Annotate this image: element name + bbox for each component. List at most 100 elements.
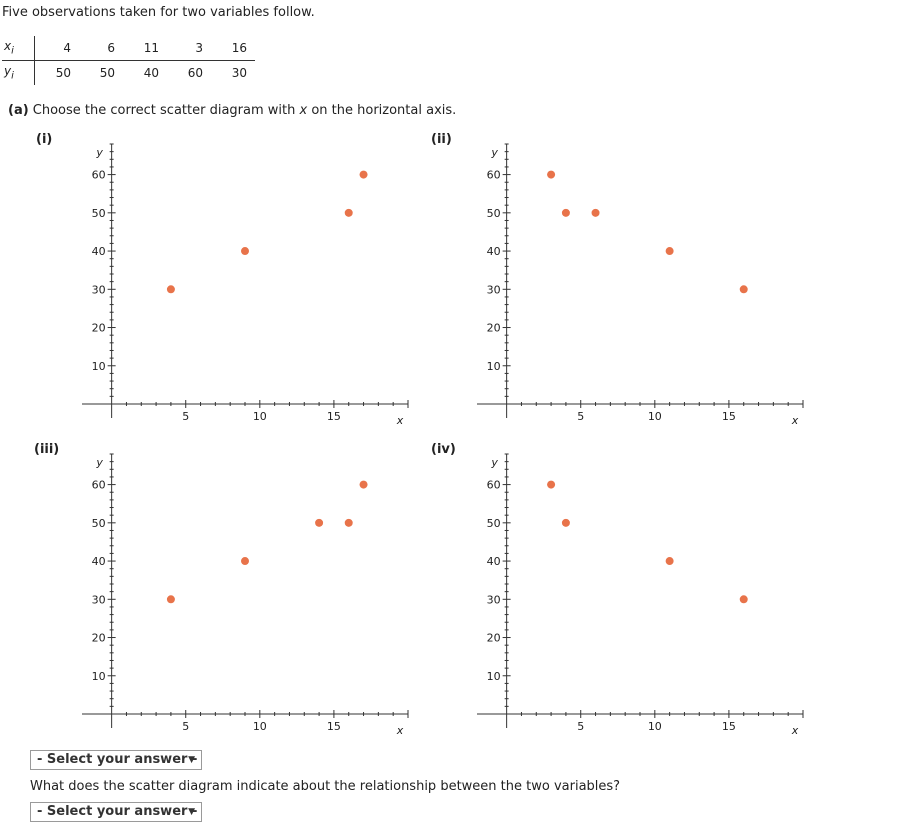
data-point: [315, 518, 324, 527]
plot-label-iii[interactable]: (iii): [34, 442, 60, 457]
y-tick-label: 30: [92, 283, 106, 296]
y-tick-label: 10: [92, 360, 106, 373]
x-tick-label: 10: [648, 410, 662, 423]
x-tick-label: 5: [182, 410, 189, 423]
data-point: [561, 208, 570, 217]
plot-label-i[interactable]: (i): [36, 132, 53, 147]
plot-label-iv[interactable]: (iv): [431, 442, 456, 457]
x-tick-label: 10: [253, 720, 267, 733]
data-point: [665, 247, 674, 256]
y-tick-label: 50: [92, 207, 106, 220]
y-tick-label: 50: [487, 517, 501, 530]
y-sub: i: [11, 70, 14, 82]
table-cell: 16: [211, 36, 255, 61]
intro-text: Five observations taken for two variable…: [2, 5, 315, 20]
data-point: [344, 208, 353, 217]
scatter-plot-i: 5 10 15 10 20 30 40 50 60 x y: [82, 143, 409, 426]
table-row: yi 50 50 40 60 30: [2, 60, 255, 85]
table-cell: 6: [79, 36, 123, 61]
dropdown-arrow-icon: ▼: [188, 755, 195, 765]
x-sub: i: [11, 45, 14, 57]
select-label: - Select your answer -: [37, 804, 198, 819]
dropdown-arrow-icon: ▼: [188, 807, 195, 817]
table-cell: 30: [231, 66, 247, 80]
y-tick-label: 20: [92, 322, 106, 335]
data-point: [665, 557, 674, 566]
x-tick-label: 15: [722, 720, 736, 733]
y-tick-label: 60: [92, 479, 106, 492]
x-tick-label: 15: [327, 720, 341, 733]
y-tick-label: 50: [92, 517, 106, 530]
data-point: [166, 285, 175, 294]
table-cell: 50: [55, 66, 71, 80]
y-tick-label: 10: [92, 670, 106, 683]
x-axis-label: x: [396, 724, 404, 736]
scatter-plot-ii: 5 10 15 10 20 30 40 50 60 x y: [477, 143, 804, 426]
y-axis-label: y: [490, 146, 498, 159]
data-point: [241, 247, 249, 256]
x-tick-label: 5: [577, 720, 584, 733]
data-point: [359, 170, 368, 179]
y-tick-label: 40: [487, 245, 501, 258]
part-a-label: (a): [8, 103, 29, 118]
scatter-plot-iv: 5 10 15 10 20 30 40 50 60 x y: [477, 453, 804, 736]
x-tick-label: 5: [182, 720, 189, 733]
y-tick-label: 60: [92, 169, 106, 182]
x-row-label: xi: [2, 36, 35, 61]
y-tick-label: 30: [487, 593, 501, 606]
y-tick-label: 20: [92, 632, 106, 645]
data-point: [241, 557, 249, 566]
data-point: [166, 595, 175, 604]
table-cell: 40: [143, 66, 159, 80]
part-a-prompt: (a) Choose the correct scatter diagram w…: [8, 103, 456, 118]
y-axis-label: y: [490, 456, 498, 469]
y-tick-label: 40: [92, 555, 106, 568]
part-a-var: x: [299, 103, 308, 118]
y-tick-label: 50: [487, 207, 501, 220]
x-axis-label: x: [396, 414, 404, 426]
y-tick-label: 20: [487, 632, 501, 645]
y-tick-label: 20: [487, 322, 501, 335]
table-cell: 50: [99, 66, 115, 80]
data-point: [591, 208, 600, 217]
x-var: x: [4, 39, 12, 54]
y-tick-label: 10: [487, 670, 501, 683]
data-point: [359, 480, 368, 489]
data-point: [561, 518, 570, 527]
y-tick-label: 30: [92, 593, 106, 606]
x-tick-label: 5: [577, 410, 584, 423]
table-cell: 3: [167, 36, 211, 61]
observations-table: xi 4 6 11 3 16 yi 50 50 40 60 30: [2, 36, 255, 85]
y-tick-label: 60: [487, 479, 501, 492]
scatter-plot-iii: 5 10 15 10 20 30 40 50 60 x y: [82, 453, 409, 736]
x-axis-label: x: [791, 414, 799, 426]
select-label: - Select your answer -: [37, 752, 198, 767]
relationship-select[interactable]: - Select your answer - ▼: [30, 802, 202, 822]
table-row: xi 4 6 11 3 16: [2, 36, 255, 61]
plot-label-ii[interactable]: (ii): [431, 132, 452, 147]
y-tick-label: 30: [487, 283, 501, 296]
data-point: [739, 285, 748, 294]
scatter-choice-select[interactable]: - Select your answer - ▼: [30, 750, 202, 770]
y-tick-label: 40: [487, 555, 501, 568]
data-point: [739, 595, 748, 604]
table-cell: 60: [187, 66, 203, 80]
y-row-label: yi: [2, 60, 35, 85]
y-var: y: [4, 64, 12, 79]
part-a-text-end: on the horizontal axis.: [307, 103, 457, 118]
y-tick-label: 40: [92, 245, 106, 258]
y-tick-label: 60: [487, 169, 501, 182]
x-tick-label: 15: [722, 410, 736, 423]
data-point: [547, 480, 556, 489]
x-tick-label: 15: [327, 410, 341, 423]
data-point: [344, 518, 353, 527]
y-axis-label: y: [95, 456, 103, 469]
x-tick-label: 10: [648, 720, 662, 733]
x-axis-label: x: [791, 724, 799, 736]
y-axis-label: y: [95, 146, 103, 159]
x-tick-label: 10: [253, 410, 267, 423]
table-cell: 4: [34, 36, 79, 61]
relationship-question: What does the scatter diagram indicate a…: [30, 779, 621, 794]
data-point: [547, 170, 556, 179]
part-a-text: Choose the correct scatter diagram with: [28, 103, 300, 118]
